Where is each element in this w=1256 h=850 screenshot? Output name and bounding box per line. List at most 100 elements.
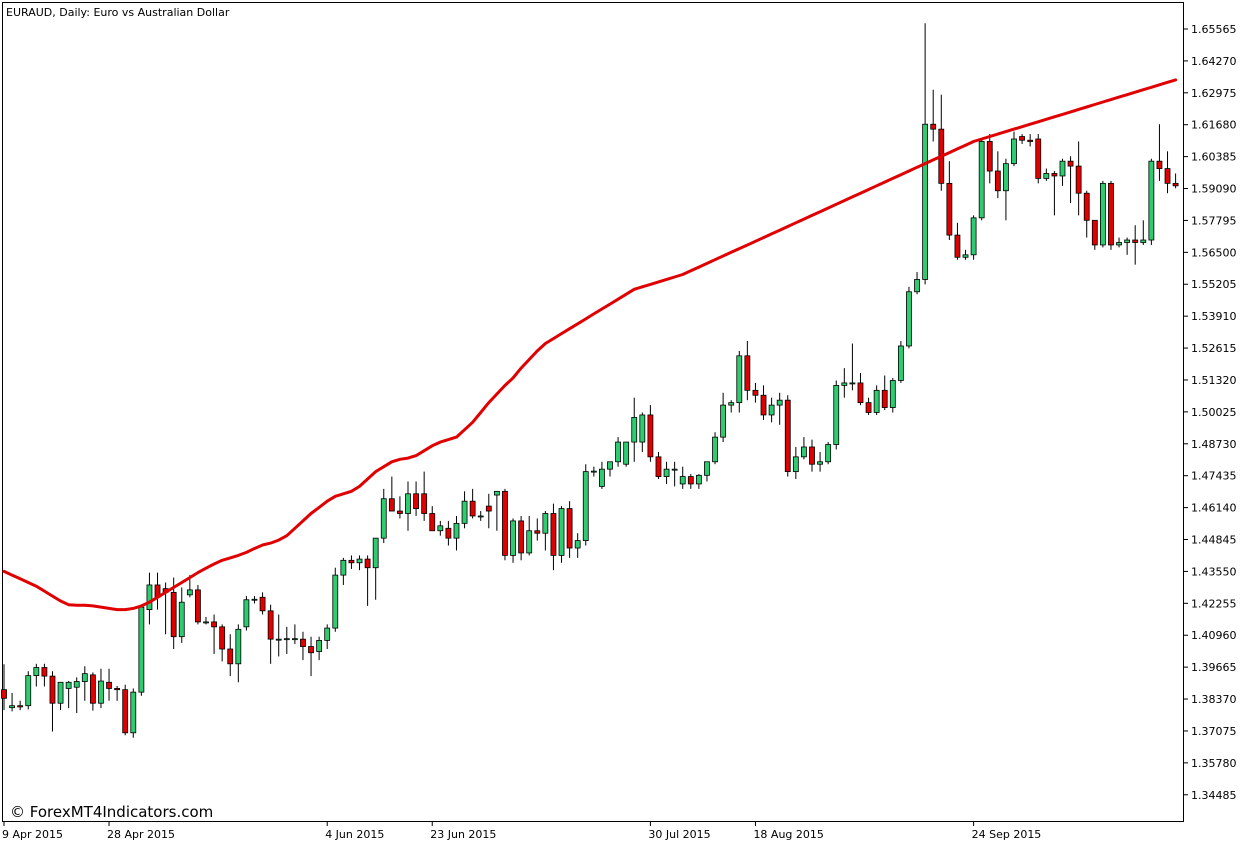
candle-body: [744, 355, 751, 391]
candle: [98, 668, 104, 709]
candle-body: [1091, 219, 1098, 246]
candle: [784, 395, 791, 477]
candle: [897, 341, 904, 383]
candle-body: [146, 584, 153, 611]
y-tick-label: 1.47435: [1191, 470, 1237, 483]
candle: [380, 488, 387, 544]
candle: [906, 286, 912, 349]
candle-body: [615, 441, 621, 463]
y-tick-label: 1.56500: [1191, 246, 1237, 259]
candle-body: [308, 646, 314, 654]
candle-body: [130, 691, 137, 734]
candle-body: [1124, 239, 1131, 243]
y-tick-label: 1.35780: [1191, 757, 1237, 770]
candle: [1091, 219, 1098, 250]
candle: [704, 461, 710, 482]
candle: [405, 481, 411, 531]
candle: [356, 555, 363, 571]
candle: [970, 215, 977, 260]
candle: [243, 596, 250, 631]
candle-body: [922, 123, 929, 280]
candle-body: [607, 461, 613, 470]
candle: [1, 664, 7, 711]
candle-body: [49, 675, 56, 704]
candle: [73, 677, 80, 714]
y-tick-label: 1.59090: [1191, 183, 1237, 196]
candle-body: [469, 500, 476, 517]
candle-body: [566, 508, 573, 549]
candle: [235, 624, 242, 683]
candle: [679, 466, 686, 489]
candle: [25, 671, 32, 710]
y-tick-label: 1.61680: [1191, 119, 1237, 132]
y-tick-label: 1.40960: [1191, 629, 1237, 642]
candle: [962, 249, 969, 260]
candle: [922, 23, 929, 285]
candle: [138, 604, 145, 696]
candle: [574, 533, 581, 558]
candle-body: [340, 559, 347, 576]
candle-body: [33, 667, 40, 677]
candle: [542, 511, 549, 551]
candle: [881, 375, 888, 411]
candle-body: [372, 537, 379, 569]
candle-body: [1099, 182, 1106, 246]
candle-body: [332, 574, 339, 629]
candle: [1083, 190, 1090, 238]
candle-body: [138, 606, 145, 693]
candle-body: [251, 598, 258, 601]
candle: [994, 151, 1001, 199]
candle-body: [906, 291, 912, 347]
candle: [865, 397, 872, 415]
candle: [283, 626, 290, 654]
candle-body: [695, 474, 702, 485]
candle: [308, 636, 314, 677]
candle-body: [970, 217, 977, 256]
candle-body: [687, 476, 694, 485]
candle: [267, 604, 274, 664]
candle-body: [259, 596, 266, 612]
candle-body: [73, 681, 80, 688]
candle: [946, 161, 953, 241]
candle-body: [1011, 138, 1017, 165]
candle-body: [98, 680, 104, 704]
y-tick-label: 1.42255: [1191, 597, 1237, 610]
candle-body: [865, 402, 872, 413]
candle-body: [1043, 173, 1050, 179]
candle-body: [122, 689, 129, 734]
candle-body: [825, 444, 832, 463]
y-tick-label: 1.37075: [1191, 725, 1237, 738]
candle: [65, 681, 72, 709]
candle-body: [219, 626, 226, 650]
candle-body: [170, 591, 177, 638]
candle: [1059, 158, 1066, 186]
candle: [453, 515, 460, 551]
candle: [768, 397, 775, 423]
candle: [526, 515, 533, 556]
y-tick-label: 1.38370: [1191, 693, 1237, 706]
candle: [914, 272, 920, 295]
candle-body: [897, 345, 904, 381]
y-tick-label: 1.51320: [1191, 374, 1237, 387]
candle-body: [453, 522, 460, 539]
candle-body: [930, 123, 937, 130]
candle: [744, 341, 751, 401]
candle-body: [510, 520, 516, 556]
y-tick-label: 1.65565: [1191, 23, 1237, 36]
candle: [889, 377, 896, 413]
candle: [776, 392, 783, 425]
candle-body: [792, 456, 799, 473]
candle-body: [300, 638, 306, 647]
candle-body: [809, 446, 815, 465]
candle-body: [1075, 165, 1082, 194]
candle-body: [348, 559, 355, 564]
candle-body: [106, 681, 112, 689]
candle: [502, 488, 508, 561]
candle: [857, 373, 864, 406]
candle-body: [978, 141, 985, 219]
candle-body: [526, 530, 533, 554]
candle: [461, 491, 468, 529]
candle: [817, 451, 823, 472]
candle: [219, 624, 226, 662]
